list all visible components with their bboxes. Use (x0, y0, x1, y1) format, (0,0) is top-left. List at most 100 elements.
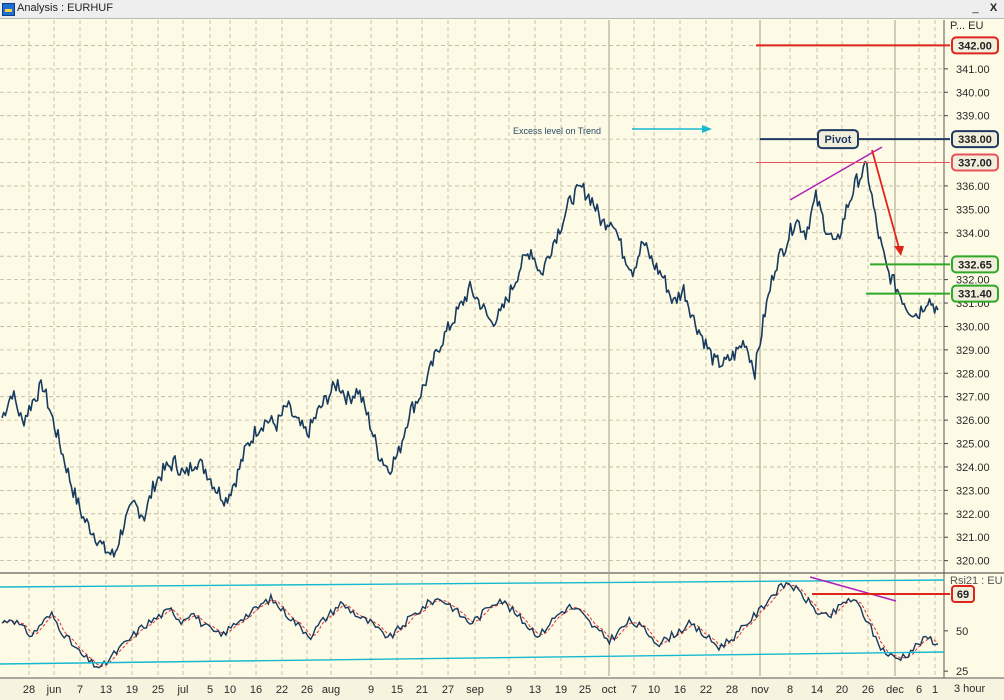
x-axis-ticks: 28 jun 7 13 19 25 jul 5 10 16 22 26 aug 9 15 21 27 sep 9 13… (23, 684, 938, 696)
y-tick-label: 336.00 (956, 181, 990, 193)
x-tick-label: 22 (700, 684, 712, 696)
rsi-header-label: Rsi21 : EU (950, 575, 1003, 587)
x-tick-label: 27 (442, 684, 454, 696)
y-axis-ticks: 320.00 321.00 322.00 323.00 324.00 325.00 326.… (944, 44, 990, 678)
level-badge (951, 153, 999, 172)
x-tick-label: 5 (207, 684, 213, 696)
window-title: Analysis : EURHUF (17, 2, 113, 14)
y-tick-label: 328.00 (956, 368, 990, 380)
axis-background (944, 20, 1004, 676)
x-tick-label: 28 (726, 684, 738, 696)
level-badge-label: 332.65 (958, 259, 992, 271)
rsi-level-badge (951, 585, 975, 603)
x-tick-label: 14 (811, 684, 823, 696)
y-tick-label: 320.00 (956, 556, 990, 568)
x-tick-label: sep (466, 684, 484, 696)
x-tick-label: 7 (631, 684, 637, 696)
annotations: Excess level on Trend (513, 126, 601, 136)
rsi-tick-label: 69 (957, 589, 969, 601)
grid-lines (0, 20, 1004, 700)
annotation-excess-level: Excess level on Trend (513, 126, 601, 136)
y-tick-label: 335.00 (956, 204, 990, 216)
y-tick-label: 321.00 (956, 532, 990, 544)
rsi-tick-label: 50 (956, 626, 968, 638)
x-tick-label: 20 (836, 684, 848, 696)
x-tick-label: 26 (301, 684, 313, 696)
pivot-tag (817, 129, 859, 150)
y-tick-label: 341.00 (956, 64, 990, 76)
x-tick-label: aug (322, 684, 340, 696)
rsi-tick-label: 25 (956, 666, 968, 678)
y-tick-label: 324.00 (956, 462, 990, 474)
time-axis-label: 3 hour (954, 683, 986, 695)
rsi-signal-line (1, 583, 939, 668)
level-badge (951, 284, 999, 303)
level-lines: 342.00 338.00 Pivot 337.00 332.65 331.40 (756, 36, 999, 303)
x-tick-label: dec (886, 684, 904, 696)
down-arrow-head (894, 246, 904, 256)
rsi-divergence-line (809, 576, 897, 602)
y-tick-label: 325.00 (956, 439, 990, 451)
price-header-label: P... EU (950, 20, 983, 32)
close-button[interactable]: X (989, 2, 998, 14)
level-badge-label: 331.40 (958, 289, 992, 301)
y-tick-label: 334.00 (956, 228, 990, 240)
rsi-channel-upper (0, 579, 945, 588)
price-series (1, 125, 939, 558)
x-tick-label: 1 (932, 684, 938, 696)
x-tick-label: 10 (648, 684, 660, 696)
x-tick-label: nov (751, 684, 769, 696)
x-tick-label: 9 (506, 684, 512, 696)
x-tick-label: 22 (276, 684, 288, 696)
level-badge (951, 130, 999, 149)
y-tick-label: 330.00 (956, 321, 990, 333)
y-tick-label: 322.00 (956, 509, 990, 521)
y-tick-label: 332.00 (956, 275, 990, 287)
panel-headers: P... EU Rsi21 : EU 3 hour (950, 20, 1003, 695)
excess-arrow-head (702, 125, 712, 133)
x-tick-label: 25 (152, 684, 164, 696)
x-tick-label: jul (176, 684, 188, 696)
trend-wedge-line (789, 146, 883, 201)
level-badge (951, 255, 999, 274)
x-tick-label: 6 (916, 684, 922, 696)
app-icon (2, 3, 15, 16)
level-badge (951, 36, 999, 55)
y-tick-label: 326.00 (956, 415, 990, 427)
level-badge-label: 337.00 (958, 158, 992, 170)
down-arrow-line (871, 149, 900, 249)
level-badge-label: 338.00 (958, 134, 992, 146)
x-tick-label: 19 (555, 684, 567, 696)
minimize-button[interactable]: _ (972, 2, 979, 14)
x-tick-label: 13 (529, 684, 541, 696)
x-tick-label: 10 (224, 684, 236, 696)
y-tick-label: 339.00 (956, 111, 990, 123)
price-line (1, 160, 939, 558)
y-tick-label: 340.00 (956, 87, 990, 99)
x-tick-label: 26 (862, 684, 874, 696)
x-tick-label: 19 (126, 684, 138, 696)
y-tick-label: 323.00 (956, 485, 990, 497)
x-tick-label: jun (46, 684, 62, 696)
window-titlebar: Analysis : EURHUF _ X (0, 0, 1004, 19)
pivot-tag-label: Pivot (825, 134, 852, 146)
x-axis-band (0, 678, 1004, 700)
x-tick-label: 15 (391, 684, 403, 696)
level-badge-label: 342.00 (958, 40, 992, 52)
x-tick-label: oct (602, 684, 617, 696)
x-tick-label: 16 (674, 684, 686, 696)
x-tick-label: 25 (579, 684, 591, 696)
rsi-series (0, 576, 950, 669)
y-tick-label: 327.00 (956, 392, 990, 404)
y-tick-label: 329.00 (956, 345, 990, 357)
x-tick-label: 9 (368, 684, 374, 696)
x-tick-label: 28 (23, 684, 35, 696)
rsi-channel-lower (0, 651, 945, 665)
x-tick-label: 8 (787, 684, 793, 696)
x-tick-label: 7 (77, 684, 83, 696)
x-tick-label: 21 (416, 684, 428, 696)
x-tick-label: 13 (100, 684, 112, 696)
x-tick-label: 16 (250, 684, 262, 696)
rsi-line (1, 581, 939, 669)
